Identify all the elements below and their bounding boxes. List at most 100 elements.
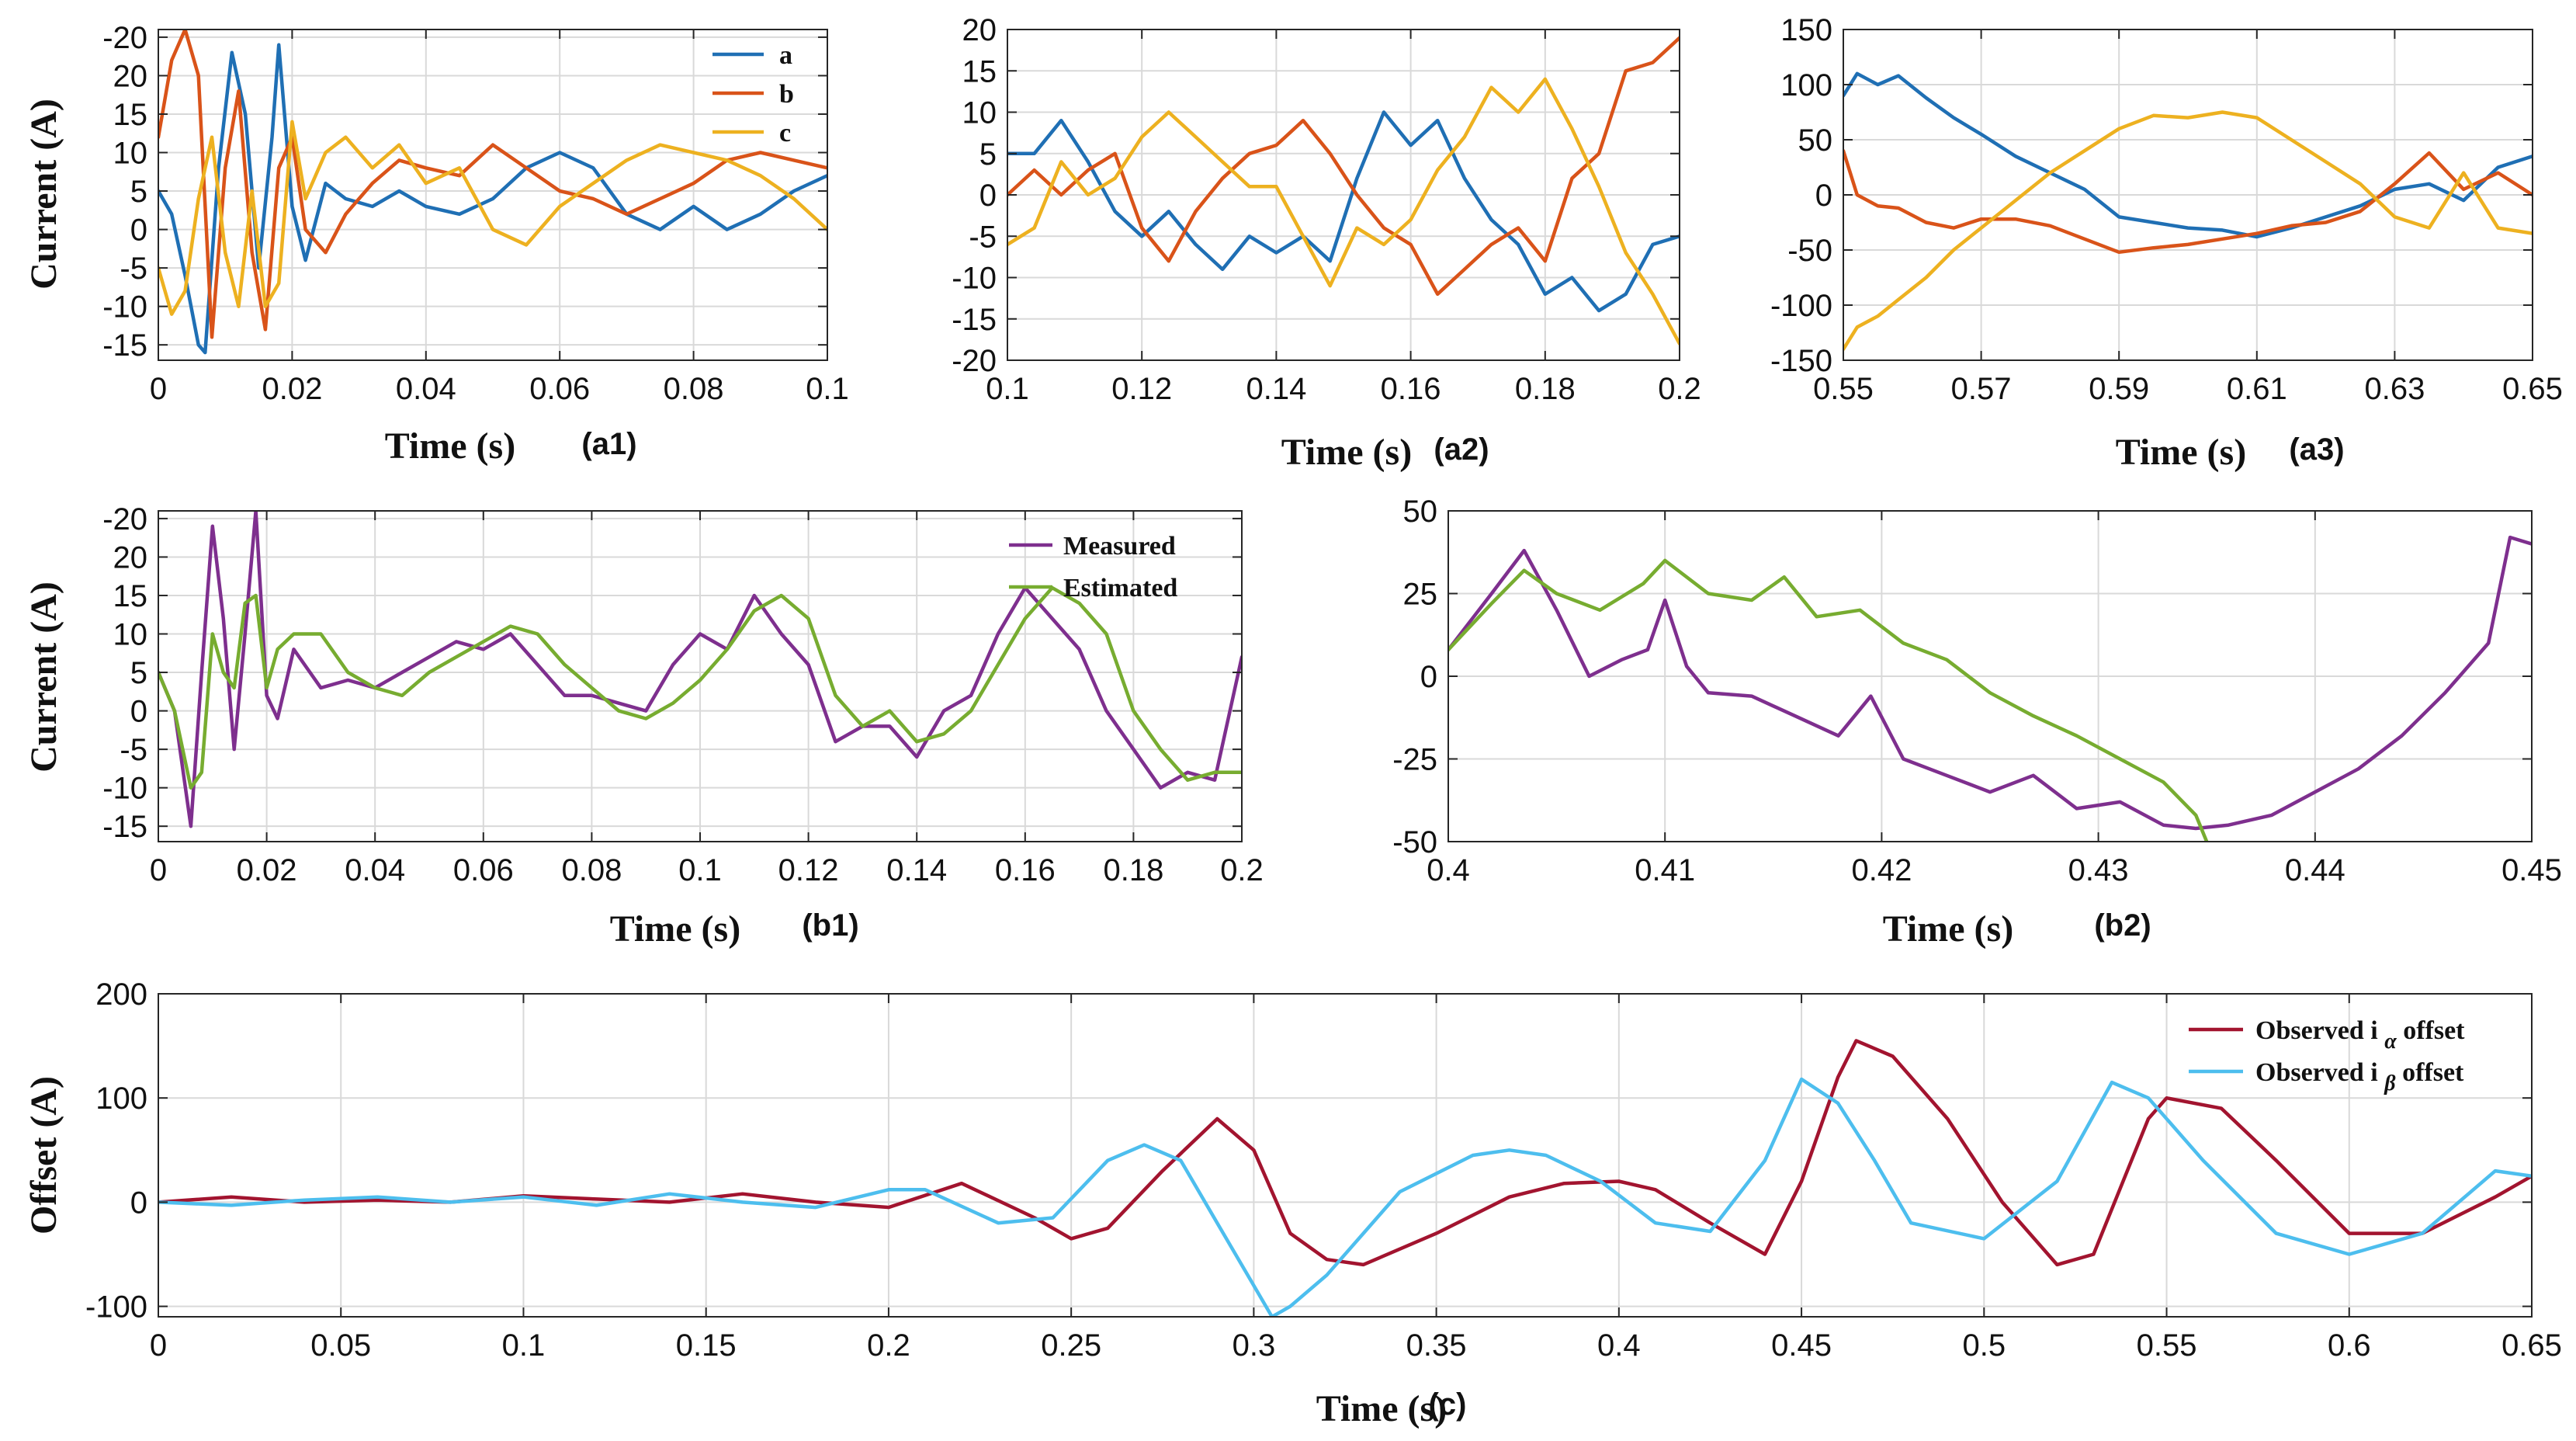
- series-line-measured: [158, 511, 1242, 828]
- legend-entry: Observed i β offset: [2255, 1058, 2464, 1096]
- panel-label: (a1): [581, 427, 636, 461]
- x-tick-label: 0.44: [2285, 853, 2345, 887]
- chart-a1: 0 0.02 0.04 0.06 0.08 0.1 -15-10 -5 0 5 10 15 20 -20 T…: [23, 21, 849, 467]
- series-line-measured: [1448, 535, 2532, 831]
- x-tick-label: 0: [150, 1328, 167, 1363]
- series-line-b: [1843, 148, 2533, 255]
- x-tick-label: 0.06: [453, 853, 514, 887]
- x-axis-label: Time (s): [1281, 432, 1412, 473]
- x-tick-label: 0.59: [2089, 372, 2149, 406]
- y-tick-label: 10: [962, 96, 997, 130]
- y-tick-label: 5: [130, 656, 147, 690]
- x-tick-label: 0.2: [867, 1328, 910, 1363]
- y-tick-label: -20: [952, 344, 997, 378]
- y-tick-label: 150: [1780, 13, 1832, 47]
- plot-area: [158, 994, 2532, 1317]
- legend-entry: a: [779, 41, 792, 70]
- y-axis-label: Current (A): [23, 582, 64, 773]
- x-tick-label: 0.06: [529, 372, 590, 406]
- y-tick-label: 20: [113, 59, 148, 93]
- x-tick-label: 0.1: [986, 372, 1029, 406]
- x-tick-label: 0.14: [886, 853, 947, 887]
- x-tick-label: 0.45: [1771, 1328, 1832, 1363]
- y-tick-label: -100: [1770, 289, 1832, 323]
- x-tick-label: 0.16: [1381, 372, 1441, 406]
- y-tick-label: 100: [95, 1082, 147, 1116]
- x-tick-label: 0.1: [678, 853, 722, 887]
- x-tick-label: 0.25: [1041, 1328, 1101, 1363]
- x-tick-label: 0: [150, 853, 167, 887]
- legend-entry: b: [779, 80, 794, 109]
- y-tick-label: 15: [113, 98, 148, 132]
- x-axis-label: Time (s): [1883, 908, 2013, 950]
- y-tick-label: 0: [1420, 660, 1437, 694]
- y-tick-label: 0: [1815, 179, 1832, 213]
- y-tick-label: 0: [130, 695, 147, 729]
- x-tick-label: 0.55: [2137, 1328, 2197, 1363]
- series-line-a: [1843, 71, 2533, 239]
- y-tick-label: 0: [130, 1186, 147, 1220]
- series-line-estimated: [158, 585, 1242, 790]
- legend-entry: Observed i α offset: [2255, 1016, 2465, 1054]
- y-tick-label: 0: [130, 214, 147, 248]
- x-axis-label: Time (s): [1316, 1388, 1447, 1429]
- chart-b1: 0 0.02 0.04 0.06 0.08 0.1 0.12 0.14 0.16 0.18 0.2 -…: [23, 502, 1264, 950]
- legend: abc: [712, 41, 794, 148]
- series-line-estimated: [1448, 558, 2209, 842]
- y-axis-label: Current (A): [23, 99, 64, 290]
- x-tick-label: 0.2: [1220, 853, 1264, 887]
- x-tick-label: 0.12: [1111, 372, 1172, 406]
- panel-label: (c): [1429, 1387, 1467, 1422]
- series-line-c: [158, 120, 827, 316]
- x-tick-label: 0.45: [2501, 853, 2562, 887]
- y-tick-label: 200: [95, 977, 147, 1012]
- y-tick-label: 10: [113, 618, 148, 652]
- x-tick-label: 0.15: [676, 1328, 737, 1363]
- y-tick-label: -15: [102, 328, 147, 363]
- x-tick-label: 0.18: [1103, 853, 1163, 887]
- x-tick-label: 0.65: [2501, 1328, 2562, 1363]
- x-tick-label: 0.5: [1963, 1328, 2006, 1363]
- x-tick-label: 0.1: [502, 1328, 546, 1363]
- x-tick-label: 0.08: [664, 372, 724, 406]
- x-tick-label: 0.18: [1515, 372, 1576, 406]
- x-axis-label: Time (s): [385, 425, 515, 467]
- y-tick-label: 15: [962, 54, 997, 89]
- y-tick-label: -15: [952, 303, 997, 337]
- x-tick-label: 0.63: [2364, 372, 2425, 406]
- x-tick-label: 0.43: [2068, 853, 2129, 887]
- legend-entry: Estimated: [1063, 574, 1177, 602]
- x-tick-label: 0.04: [345, 853, 405, 887]
- x-tick-label: 0.1: [806, 372, 849, 406]
- x-tick-label: 0.41: [1635, 853, 1695, 887]
- y-tick-label: 10: [113, 137, 148, 171]
- x-axis-label: Time (s): [610, 908, 740, 950]
- y-tick-label: -150: [1770, 344, 1832, 378]
- x-tick-label: 0.02: [237, 853, 297, 887]
- series-line-beta: [158, 1077, 2532, 1317]
- y-tick-label: 15: [113, 579, 148, 613]
- x-tick-label: 0: [150, 372, 167, 406]
- y-tick-label: 5: [979, 137, 997, 172]
- y-tick-label: 100: [1780, 68, 1832, 102]
- x-tick-label: 0.02: [262, 372, 322, 406]
- x-tick-label: 0.08: [561, 853, 622, 887]
- series-line-c: [1007, 77, 1680, 345]
- y-tick-label: -25: [1392, 743, 1437, 777]
- legend-entry: c: [779, 119, 791, 148]
- panel-label: (b2): [2094, 908, 2151, 943]
- x-tick-label: 0.12: [778, 853, 839, 887]
- y-tick-label: -10: [952, 262, 997, 296]
- y-tick-label: -10: [102, 290, 147, 325]
- chart-a2: 0.1 0.12 0.14 0.16 0.18 0.2 -20 -15 -10 -5 0 5 10 15 2…: [952, 13, 1701, 473]
- panel-label: (a3): [2289, 432, 2344, 467]
- y-tick-label: -5: [120, 252, 147, 286]
- chart-b2: 0.4 0.41 0.42 0.43 0.44 0.45 -50 -25 0 25 50 Time (…: [1392, 495, 2562, 950]
- panel-label: (a2): [1434, 432, 1489, 467]
- y-tick-label: -100: [85, 1290, 147, 1325]
- x-tick-label: 0.14: [1246, 372, 1306, 406]
- y-axis-label: Offset (A): [23, 1076, 64, 1234]
- axes-frame: [158, 993, 2533, 1318]
- chart-c: 0 0.05 0.1 0.15 0.2 0.25 0.3 0.35 0.4 0.45 0.5 0.55…: [23, 977, 2562, 1429]
